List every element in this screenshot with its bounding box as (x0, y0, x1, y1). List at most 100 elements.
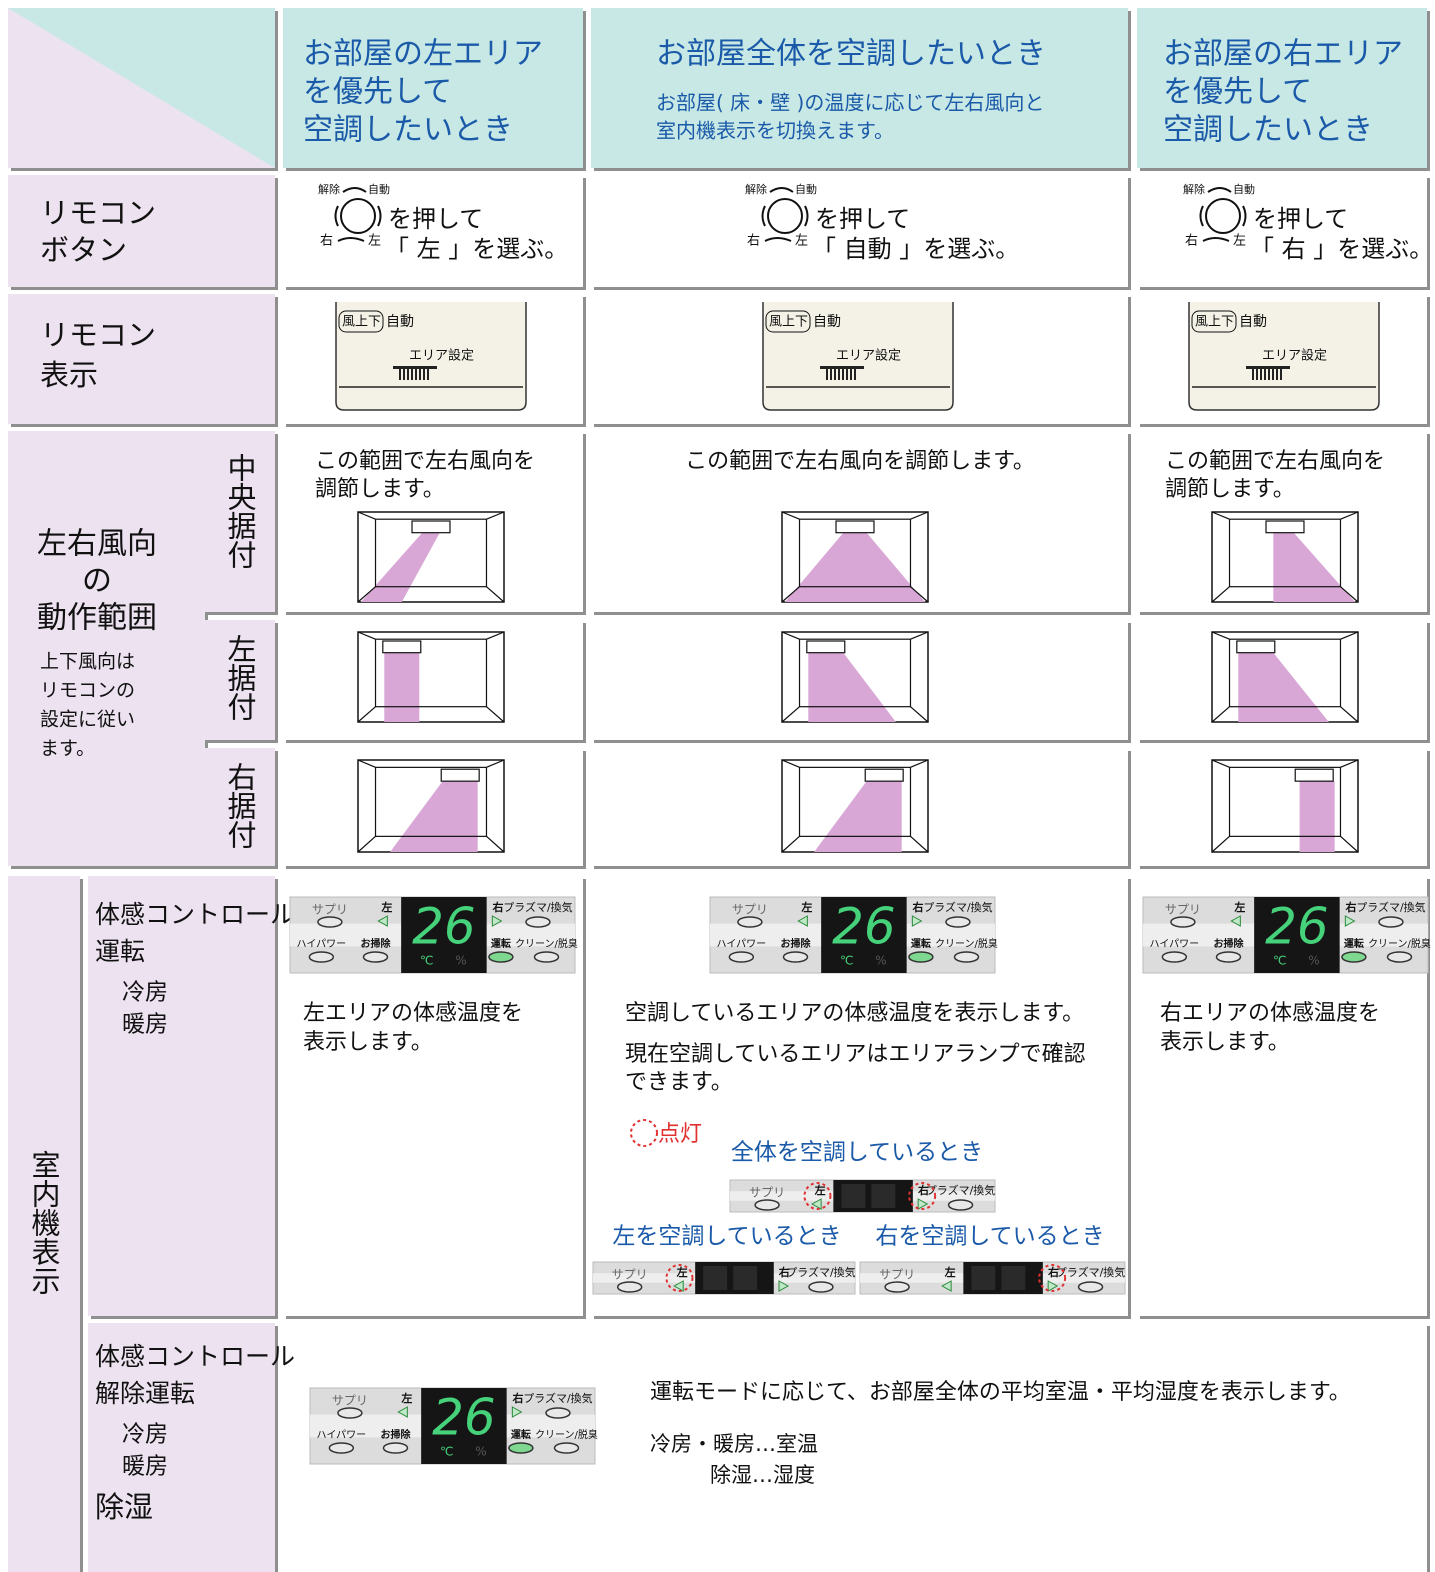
label: ℃ (840, 954, 853, 968)
area-lamp (797, 915, 808, 927)
label: 空調しているエリアの体感温度を表示します。 (625, 1001, 1084, 1026)
fan-icon (399, 366, 401, 380)
area-lamp (397, 1406, 408, 1418)
column-title: 空調したいとき (1163, 113, 1373, 148)
label: を押して (388, 205, 483, 233)
corner-triangle (8, 8, 275, 168)
cell (88, 1323, 275, 1572)
label: クリーン/脱臭 (1368, 937, 1431, 950)
room-wall (374, 518, 488, 588)
airflow-area (784, 532, 926, 602)
label: 右 (912, 900, 924, 914)
install-label: 右据付 (223, 762, 257, 849)
fan-icon (1280, 366, 1282, 380)
room-wall (1228, 518, 1342, 588)
fan-icon (838, 366, 840, 380)
remote-screen (1188, 302, 1380, 411)
label: 風上下 (1195, 315, 1234, 330)
area-lamp (811, 1198, 822, 1210)
room-edge (357, 511, 505, 603)
lamp (1386, 951, 1413, 963)
label: できます。 (625, 1070, 733, 1095)
cell (1137, 175, 1427, 287)
lamp (308, 951, 335, 963)
label: 左 (814, 1183, 826, 1197)
label: ℃ (420, 954, 433, 968)
fan-icon (850, 366, 852, 380)
fan-icon (826, 366, 828, 380)
column-title: お部屋全体を空調したいとき (656, 37, 1046, 72)
column-title: 空調したいとき (303, 113, 513, 148)
lit-marker (1038, 1264, 1067, 1292)
label: 左 (1233, 900, 1245, 914)
room-edge (781, 511, 929, 603)
column-note: 室内機表示を切換えます。 (656, 119, 894, 143)
lamp (1170, 916, 1196, 928)
indoor-unit (440, 768, 480, 782)
room-edge (1211, 759, 1359, 853)
label: 冷房 (122, 980, 168, 1006)
digit-off (971, 1266, 996, 1290)
label: 運転 (911, 937, 931, 950)
label: % (875, 954, 886, 968)
fan-icon (1264, 366, 1266, 380)
label: 左 (800, 900, 812, 914)
dial-arc (334, 205, 382, 227)
lamp (953, 951, 980, 963)
row-note: 設定に従い (40, 709, 135, 731)
row-label: リモコン (40, 196, 156, 230)
lit-marker (908, 1182, 937, 1210)
row-label: ボタン (40, 233, 127, 267)
lamp (337, 1407, 363, 1419)
install-label: 中央据付 (223, 453, 257, 569)
fan-icon (1252, 366, 1254, 380)
label: 右 (492, 900, 504, 914)
lamp (382, 1442, 409, 1454)
dial-button (1205, 198, 1241, 234)
label: サプリ (612, 1268, 648, 1282)
label: 運転 (511, 1428, 531, 1441)
fan-icon (427, 366, 429, 380)
install-label: 左据付 (223, 634, 257, 721)
display (401, 897, 487, 973)
column-title: を優先して (303, 75, 452, 110)
dial-arc (761, 205, 809, 227)
lamp (616, 1281, 643, 1293)
row-label: 動作範囲 (37, 601, 157, 636)
label: 風上下 (342, 315, 381, 330)
label: 表示します。 (303, 1030, 433, 1055)
cell (8, 876, 80, 1572)
cell (283, 175, 583, 287)
lamp (1077, 1281, 1104, 1293)
label: ℃ (1273, 954, 1286, 968)
label: 自動 (386, 314, 414, 330)
fan-icon (1268, 366, 1270, 380)
indoor-unit (1265, 520, 1305, 534)
label: を押して (815, 205, 910, 233)
room-wall (798, 766, 912, 837)
lamp (1378, 916, 1404, 928)
lamp (754, 1199, 780, 1211)
label: 運転モードに応じて、お部屋全体の平均室温・平均湿度を表示します。 (650, 1380, 1351, 1405)
label: 自動 (795, 182, 817, 196)
label: ハイパワー (297, 938, 347, 950)
room-edge (357, 631, 505, 723)
lamp (488, 951, 514, 963)
label: 自動 (1233, 182, 1255, 196)
digit-off (703, 1266, 728, 1290)
label: 右 (320, 234, 333, 249)
temperature-display: 26 (412, 898, 476, 956)
lit-marker (665, 1264, 694, 1292)
room-wall (1228, 638, 1342, 708)
lamp (728, 951, 755, 963)
lit-marker (630, 1119, 658, 1147)
lamp (782, 951, 809, 963)
display (421, 1388, 507, 1464)
label: エリア設定 (409, 348, 474, 364)
airflow-area (1273, 532, 1356, 602)
label: 解除 (745, 182, 767, 196)
label: サプリ (332, 1394, 368, 1408)
label: 冷房・暖房…室温 (650, 1432, 818, 1456)
fan-icon (854, 366, 856, 380)
cell (8, 294, 275, 424)
